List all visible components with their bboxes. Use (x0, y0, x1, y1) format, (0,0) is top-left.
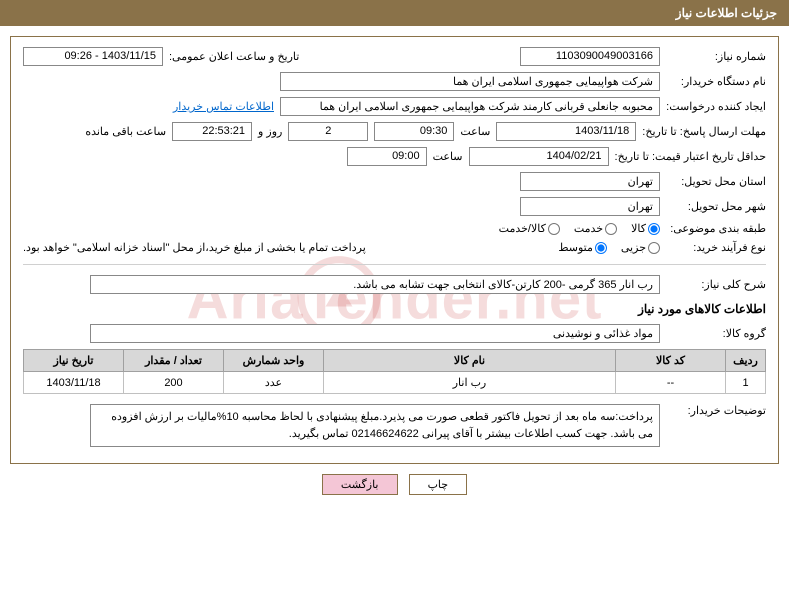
radio-both[interactable] (548, 223, 560, 235)
days-and-label: روز و (258, 125, 282, 138)
buyer-org-label: نام دستگاه خریدار: (666, 75, 766, 88)
deadline-label: مهلت ارسال پاسخ: تا تاریخ: (642, 125, 766, 138)
radio-partial[interactable] (648, 242, 660, 254)
td-date: 1403/11/18 (24, 372, 124, 394)
th-unit: واحد شمارش (224, 350, 324, 372)
td-row: 1 (726, 372, 766, 394)
category-label: طبقه بندی موضوعی: (666, 222, 766, 235)
announce-label: تاریخ و ساعت اعلان عمومی: (169, 50, 299, 63)
category-radio-group: کالا خدمت کالا/خدمت (489, 222, 660, 235)
payment-note: پرداخت تمام یا بخشی از مبلغ خرید،از محل … (23, 241, 366, 254)
time-label-2: ساعت (433, 150, 463, 163)
announce-value: 1403/11/15 - 09:26 (23, 47, 163, 66)
buyer-contact-link[interactable]: اطلاعات تماس خریدار (173, 100, 274, 113)
process-label: نوع فرآیند خرید: (666, 241, 766, 254)
group-value: مواد غذائی و نوشیدنی (90, 324, 660, 343)
page-title-bar: جزئیات اطلاعات نیاز (0, 0, 789, 26)
remain-label: ساعت باقی مانده (85, 125, 166, 138)
section-divider-1 (23, 264, 766, 265)
desc-value: رب انار 365 گرمی -200 کارتن-کالای انتخاب… (90, 275, 660, 294)
requester-label: ایجاد کننده درخواست: (666, 100, 766, 113)
th-qty: تعداد / مقدار (124, 350, 224, 372)
td-unit: عدد (224, 372, 324, 394)
radio-goods[interactable] (648, 223, 660, 235)
province-label: استان محل تحویل: (666, 175, 766, 188)
city-value: تهران (520, 197, 660, 216)
back-button[interactable]: بازگشت (322, 474, 398, 495)
td-qty: 200 (124, 372, 224, 394)
time-label-1: ساعت (460, 125, 490, 138)
buyer-notes-value[interactable]: پرداخت:سه ماه بعد از تحویل فاکتور قطعی ص… (90, 404, 660, 447)
radio-service[interactable] (605, 223, 617, 235)
city-label: شهر محل تحویل: (666, 200, 766, 213)
th-name: نام کالا (324, 350, 616, 372)
radio-partial-label: جزیی (621, 241, 646, 254)
desc-label: شرح کلی نیاز: (666, 278, 766, 291)
radio-goods-label: کالا (631, 222, 646, 235)
buyer-notes-label: توضیحات خریدار: (666, 404, 766, 417)
validity-label: حداقل تاریخ اعتبار قیمت: تا تاریخ: (615, 150, 766, 163)
province-value: تهران (520, 172, 660, 191)
need-number-label: شماره نیاز: (666, 50, 766, 63)
process-radio-group: جزیی متوسط (548, 241, 660, 254)
radio-both-label: کالا/خدمت (499, 222, 546, 235)
goods-table: ردیف کد کالا نام کالا واحد شمارش تعداد /… (23, 349, 766, 394)
th-date: تاریخ نیاز (24, 350, 124, 372)
print-button[interactable]: چاپ (409, 474, 468, 495)
table-row: 1 -- رب انار عدد 200 1403/11/18 (24, 372, 766, 394)
goods-info-title: اطلاعات کالاهای مورد نیاز (23, 302, 766, 316)
td-code: -- (616, 372, 726, 394)
validity-time: 09:00 (347, 147, 427, 166)
deadline-date: 1403/11/18 (496, 122, 636, 141)
need-number-value: 1103090049003166 (520, 47, 660, 66)
radio-medium-label: متوسط (558, 241, 593, 254)
radio-medium[interactable] (595, 242, 607, 254)
table-header-row: ردیف کد کالا نام کالا واحد شمارش تعداد /… (24, 350, 766, 372)
group-label: گروه کالا: (666, 327, 766, 340)
requester-value: محبوبه جانعلی قربانی کارمند شرکت هواپیما… (280, 97, 660, 116)
buyer-org-value: شرکت هواپیمایی جمهوری اسلامی ایران هما (280, 72, 660, 91)
th-row: ردیف (726, 350, 766, 372)
th-code: کد کالا (616, 350, 726, 372)
radio-service-label: خدمت (574, 222, 603, 235)
countdown-timer: 22:53:21 (172, 122, 252, 141)
details-panel: شماره نیاز: 1103090049003166 تاریخ و ساع… (10, 36, 779, 464)
action-buttons: چاپ بازگشت (0, 474, 789, 495)
page-title: جزئیات اطلاعات نیاز (676, 6, 777, 20)
td-name: رب انار (324, 372, 616, 394)
days-remaining: 2 (288, 122, 368, 141)
deadline-time: 09:30 (374, 122, 454, 141)
validity-date: 1404/02/21 (469, 147, 609, 166)
